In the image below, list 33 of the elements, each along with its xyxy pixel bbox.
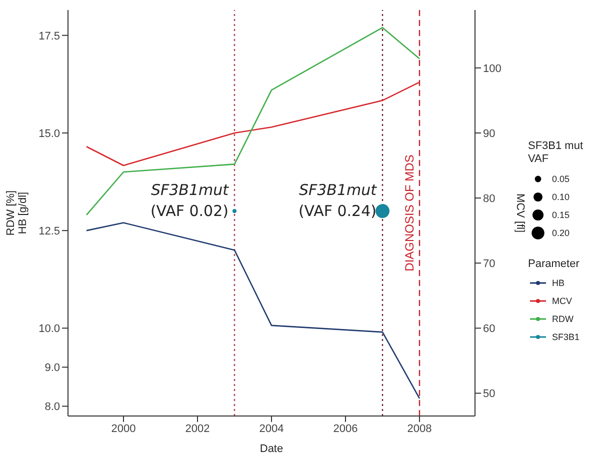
- y-tick-label: 8.0: [44, 401, 60, 414]
- ref-line-label: DIAGNOSIS OF MDS: [402, 154, 416, 272]
- legend-label: 0.10: [552, 192, 570, 202]
- y2-tick-label: 50: [483, 388, 496, 400]
- y2-tick-label: 80: [483, 192, 496, 205]
- y-tick-label: 10.0: [38, 323, 60, 336]
- y2-tick-label: 100: [483, 62, 502, 75]
- y2-tick-label: 90: [483, 128, 496, 140]
- text: SF3B1 mut VAF: [528, 140, 584, 166]
- legend-label: RDW: [552, 314, 574, 324]
- y-tick-label: 12.5: [38, 225, 60, 238]
- legend-label: 0.15: [552, 210, 570, 220]
- annotation: SF3B1mut (VAF 0.24): [298, 181, 378, 220]
- x-tick-label: 2000: [111, 422, 136, 435]
- y-axis-title: RDW [%] HB [g/dl]: [5, 190, 29, 236]
- legend-label: HB: [552, 278, 565, 288]
- y2-axis-title: MCV [fl]: [514, 193, 526, 233]
- x-tick-label: 2004: [259, 422, 284, 435]
- legend-label: 0.20: [552, 228, 570, 238]
- x-tick-label: 2002: [185, 422, 210, 435]
- legend-label: MCV: [552, 296, 572, 306]
- y-tick-label: 15.0: [38, 128, 60, 140]
- legend-label: 0.05: [552, 174, 570, 184]
- legend-label: SF3B1: [552, 332, 580, 342]
- x-tick-label: 2008: [407, 422, 432, 435]
- y-tick-label: 9.0: [44, 362, 60, 374]
- x-axis-title: Date: [260, 443, 284, 454]
- annotation: SF3B1mut (VAF 0.02): [150, 181, 230, 220]
- legend-title: Parameter: [528, 258, 580, 270]
- y-tick-label: 17.5: [38, 30, 60, 42]
- x-tick-label: 2006: [333, 422, 358, 435]
- y2-tick-label: 70: [483, 258, 496, 270]
- y2-tick-label: 60: [483, 323, 496, 336]
